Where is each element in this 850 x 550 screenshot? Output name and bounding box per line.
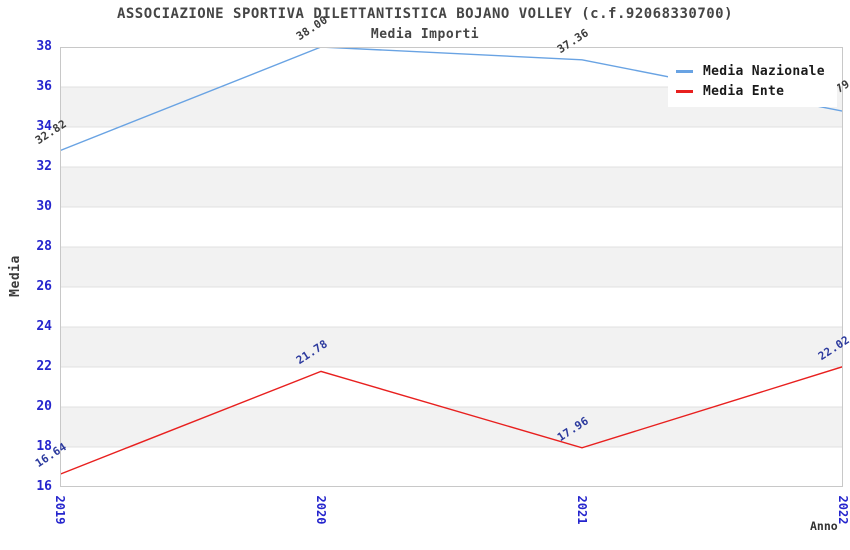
x-tick-label: 2021: [575, 495, 589, 525]
grid-band: [60, 287, 843, 327]
plot-border: [60, 47, 843, 487]
legend-item-media-ente: Media Ente: [676, 81, 825, 101]
y-tick-label: 28: [36, 239, 52, 254]
x-axis-title: Anno: [810, 519, 838, 533]
grid-band: [60, 327, 843, 367]
y-tick-label: 24: [36, 319, 52, 334]
y-tick-label: 32: [36, 159, 52, 174]
grid-band: [60, 407, 843, 447]
grid-band: [60, 367, 843, 407]
legend-label-media-ente: Media Ente: [703, 83, 785, 99]
grid-band: [60, 127, 843, 167]
plot-canvas: [60, 47, 843, 487]
y-tick-label: 18: [36, 439, 52, 454]
y-tick-label: 22: [36, 359, 52, 374]
y-tick-label: 16: [36, 479, 52, 494]
y-tick-label: 38: [36, 39, 52, 54]
y-tick-label: 26: [36, 279, 52, 294]
legend-item-media-nazionale: Media Nazionale: [676, 61, 825, 81]
grid-band: [60, 167, 843, 207]
series-line-media-ente: [60, 365, 843, 475]
grid-band: [60, 447, 843, 487]
legend: Media Nazionale Media Ente: [668, 57, 837, 107]
y-tick-label: 36: [36, 79, 52, 94]
legend-label-media-nazionale: Media Nazionale: [703, 63, 825, 79]
x-tick-label: 2020: [314, 495, 328, 525]
y-tick-label: 30: [36, 199, 52, 214]
chart-subtitle: Media Importi: [370, 27, 480, 42]
chart-title: ASSOCIAZIONE SPORTIVA DILETTANTISTICA BO…: [116, 6, 734, 22]
y-tick-label: 34: [36, 119, 52, 134]
plot-area: [60, 47, 843, 487]
grid-band: [60, 247, 843, 287]
legend-swatch-red-line-icon: [676, 89, 693, 93]
grid-band: [60, 207, 843, 247]
legend-swatch-blue-line-icon: [676, 69, 693, 73]
y-tick-label: 20: [36, 399, 52, 414]
x-tick-label: 2019: [53, 495, 67, 525]
